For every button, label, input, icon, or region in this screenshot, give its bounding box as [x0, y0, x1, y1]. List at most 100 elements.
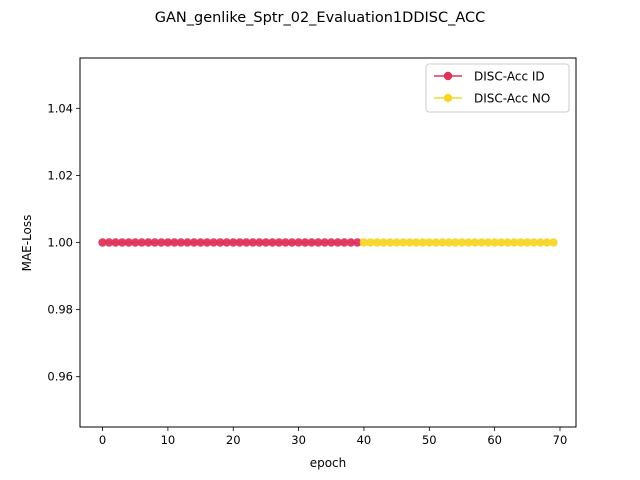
data-point	[287, 238, 297, 247]
x-tick-label: 40	[357, 433, 372, 447]
data-point	[274, 238, 284, 247]
data-point	[542, 238, 552, 247]
x-tick-label: 10	[161, 433, 176, 447]
x-tick-label: 0	[99, 433, 106, 447]
data-point	[464, 238, 473, 247]
data-point	[229, 238, 238, 247]
legend-label: DISC-Acc ID	[474, 70, 545, 84]
data-point	[431, 238, 441, 247]
data-point	[457, 238, 467, 247]
data-point	[392, 238, 401, 247]
data-point	[157, 238, 166, 247]
data-point	[117, 238, 127, 247]
data-point	[412, 238, 421, 247]
data-point	[353, 238, 362, 247]
data-point	[189, 238, 199, 247]
data-point	[235, 238, 244, 247]
data-point	[268, 238, 277, 247]
data-point	[523, 238, 532, 247]
legend-label: DISC-Acc NO	[474, 92, 550, 106]
data-point	[202, 238, 212, 247]
data-point	[340, 238, 349, 247]
data-point	[516, 238, 525, 247]
data-point	[418, 238, 427, 247]
y-tick-label: 1.02	[47, 168, 73, 182]
data-point	[176, 238, 186, 247]
data-point	[549, 238, 558, 247]
series-1	[98, 238, 362, 247]
x-tick-label: 60	[487, 433, 502, 447]
data-point	[215, 238, 225, 247]
data-point	[255, 238, 264, 247]
y-axis-ticks: 0.96 0.98 1.00 1.02 1.04	[47, 101, 80, 384]
data-point	[477, 238, 486, 247]
legend-item: DISC-Acc NO	[434, 92, 550, 106]
data-point	[496, 238, 506, 247]
data-point	[242, 238, 251, 247]
data-point	[131, 238, 140, 247]
y-axis-label: MAE-Loss	[20, 215, 34, 272]
x-tick-label: 50	[422, 433, 437, 447]
data-point	[163, 238, 173, 247]
x-tick-label: 30	[291, 433, 306, 447]
data-point	[536, 238, 545, 247]
data-point	[405, 238, 414, 247]
y-tick-label: 0.96	[47, 370, 73, 384]
data-point	[483, 238, 493, 247]
data-point	[300, 238, 310, 247]
data-point	[294, 238, 303, 247]
data-point	[209, 238, 218, 247]
data-point	[425, 238, 434, 247]
data-point	[248, 238, 258, 247]
data-point	[398, 238, 408, 247]
data-point	[327, 238, 336, 247]
plot-frame	[79, 57, 577, 428]
data-point	[137, 238, 146, 247]
x-tick-label: 20	[226, 433, 241, 447]
data-point	[124, 238, 133, 247]
data-point	[490, 238, 499, 247]
data-point	[470, 238, 480, 247]
legend-swatch-marker	[443, 93, 453, 103]
data-point	[372, 238, 382, 247]
data-point	[170, 238, 179, 247]
data-point	[438, 238, 447, 247]
chart-title: GAN_genlike_Sptr_02_Evaluation1DDISC_ACC	[155, 10, 486, 26]
data-point	[144, 238, 153, 247]
data-point	[320, 238, 329, 247]
data-point	[444, 238, 454, 247]
x-axis-ticks: 0 10 20 30 40 50 60 70	[99, 427, 567, 447]
data-point	[359, 238, 369, 247]
y-tick-label: 0.98	[47, 303, 73, 317]
data-point	[503, 238, 512, 247]
data-point	[111, 238, 120, 247]
legend-swatch-marker	[443, 71, 453, 81]
data-point	[104, 238, 114, 247]
data-point	[150, 238, 160, 247]
data-point	[196, 238, 205, 247]
data-point	[313, 238, 323, 247]
x-tick-label: 70	[553, 433, 568, 447]
data-point	[451, 238, 460, 247]
data-point	[510, 238, 519, 247]
data-point	[366, 238, 375, 247]
data-point	[307, 238, 316, 247]
series-2	[359, 238, 558, 247]
data-point	[281, 238, 290, 247]
data-point	[261, 238, 271, 247]
series-layer	[98, 238, 558, 247]
data-point	[333, 238, 343, 247]
y-tick-label: 1.00	[47, 236, 73, 250]
x-axis-label: epoch	[310, 456, 347, 470]
data-point	[385, 238, 395, 247]
legend: DISC-Acc ID DISC-Acc NO	[425, 63, 570, 113]
data-point	[529, 238, 539, 247]
legend-item: DISC-Acc ID	[434, 70, 545, 84]
data-point	[379, 238, 388, 247]
data-point	[346, 238, 356, 247]
data-point	[183, 238, 192, 247]
data-point	[222, 238, 231, 247]
data-point	[98, 238, 107, 247]
y-tick-label: 1.04	[47, 101, 73, 115]
